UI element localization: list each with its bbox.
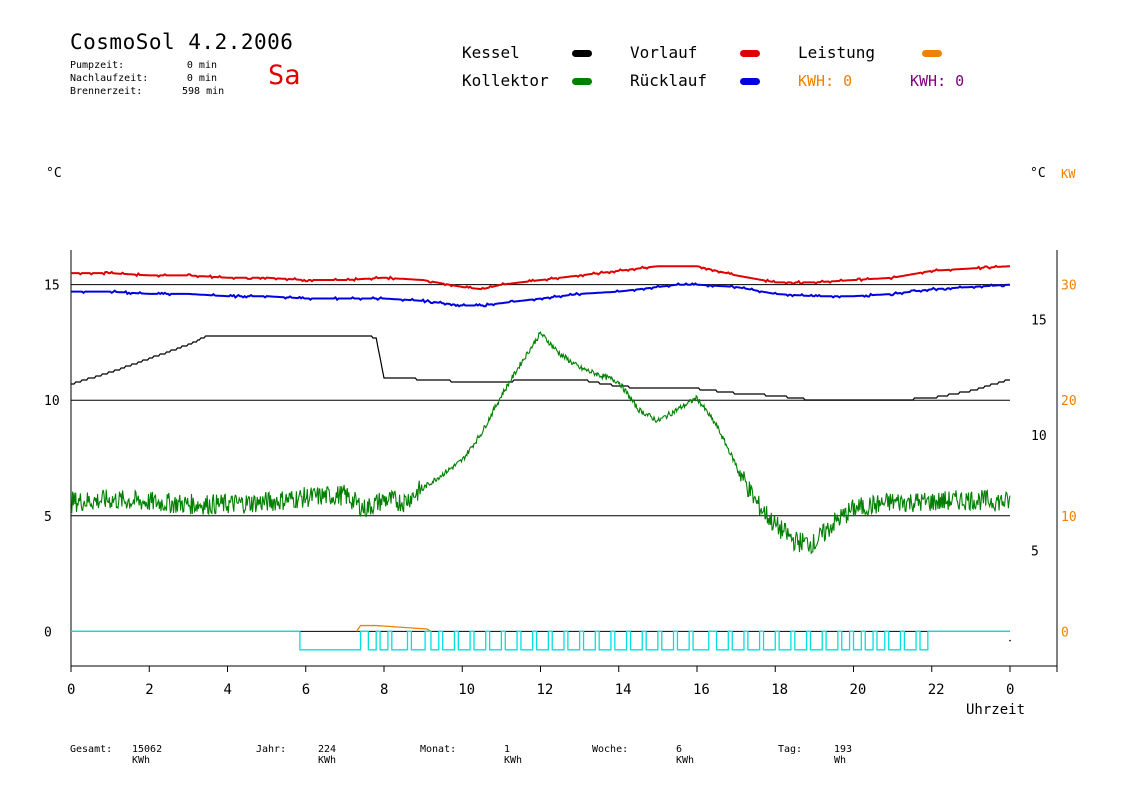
- stat-nachlaufzeit: Nachlaufzeit: 0 min: [70, 73, 217, 84]
- y-tick-left: 15: [44, 279, 60, 294]
- kwh-purple: KWH: 0: [910, 72, 965, 90]
- series-pumpe: [71, 630, 1010, 651]
- kwh-orange: KWH: 0: [798, 72, 853, 90]
- y-tick-right-kw: 10: [1061, 510, 1077, 525]
- footer-tag: Tag: 193 Wh: [778, 744, 853, 766]
- footer-monat: Monat: 1 KWh: [420, 744, 523, 766]
- footer-gesamt: Gesamt: 15062 KWh: [70, 744, 163, 766]
- y-tick-right-kw: 30: [1061, 279, 1077, 294]
- x-tick-label: 12: [537, 682, 554, 698]
- legend-label-leistung: Leistung: [798, 43, 876, 62]
- right-axis-unit: °C: [1030, 166, 1046, 181]
- y-tick-left: 0: [44, 625, 52, 640]
- series-kollektor: [70, 330, 1011, 555]
- x-tick-label: 0: [1006, 682, 1014, 698]
- y-tick-left: 5: [44, 510, 52, 525]
- footer-jahr: Jahr: 224 KWh: [256, 744, 337, 766]
- x-tick-label: 22: [928, 682, 945, 698]
- x-tick-label: 14: [615, 682, 632, 698]
- legend-swatch-ruecklauf: [740, 78, 760, 85]
- x-tick-label: 2: [145, 682, 153, 698]
- left-axis-unit: °C: [46, 166, 62, 181]
- x-axis-label: Uhrzeit: [966, 702, 1026, 718]
- legend-label-vorlauf: Vorlauf: [630, 43, 698, 62]
- legend-label-ruecklauf: Rücklauf: [630, 71, 708, 90]
- y-tick-right-kw: 0: [1061, 625, 1069, 640]
- chart-title: CosmoSol 4.2.2006: [70, 30, 294, 54]
- y-tick-right-inner: 15: [1031, 313, 1047, 328]
- x-tick-label: 4: [224, 682, 232, 698]
- weekday-label: Sa: [268, 60, 301, 91]
- footer-woche: Woche: 6 KWh: [592, 744, 695, 766]
- series-kessel: [71, 335, 1010, 401]
- x-tick-label: 6: [302, 682, 310, 698]
- series-leistung: [356, 624, 432, 632]
- legend-swatch-kollektor: [572, 78, 592, 85]
- x-tick-label: 10: [458, 682, 475, 698]
- stat-brennerzeit: Brennerzeit: 598 min: [70, 86, 225, 97]
- series-rcklauf: [71, 282, 1011, 308]
- y-tick-right-inner: 10: [1031, 429, 1047, 444]
- y-tick-right-kw: 20: [1061, 394, 1077, 409]
- x-tick-label: 16: [693, 682, 710, 698]
- y-tick-left: 10: [44, 394, 60, 409]
- legend-label-kollektor: Kollektor: [462, 71, 549, 90]
- x-tick-label: 18: [771, 682, 788, 698]
- x-tick-label: 8: [380, 682, 388, 698]
- stat-pumpzeit: Pumpzeit: 0 min: [70, 60, 217, 71]
- legend-swatch-leistung: [922, 50, 942, 57]
- legend-swatch-kessel: [572, 50, 592, 57]
- y-tick-right-inner: 5: [1031, 544, 1039, 559]
- legend-label-kessel: Kessel: [462, 43, 520, 62]
- legend-swatch-vorlauf: [740, 50, 760, 57]
- x-tick-label: 20: [850, 682, 867, 698]
- end-marker-dot: [1009, 639, 1011, 642]
- right-axis-kw-unit: KW: [1061, 167, 1076, 181]
- series-vorlauf: [71, 264, 1011, 291]
- x-tick-label: 0: [67, 682, 75, 698]
